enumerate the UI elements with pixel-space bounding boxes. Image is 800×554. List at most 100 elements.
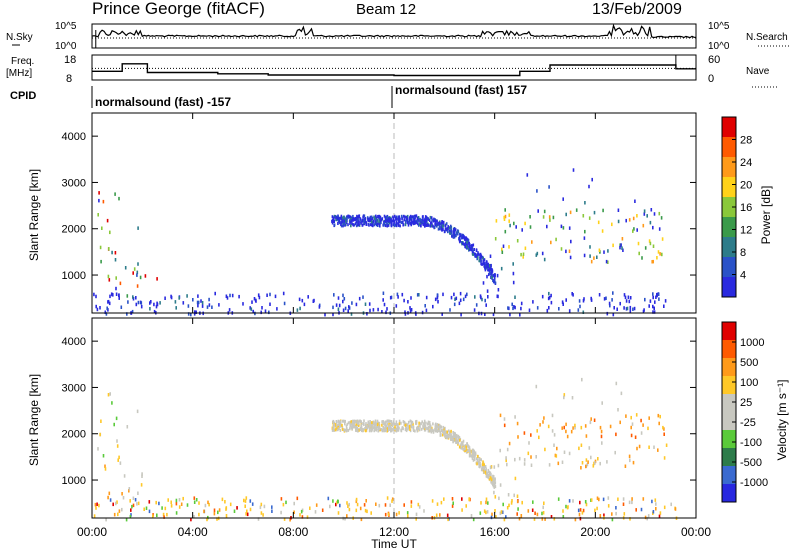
velocity-cell [630, 433, 633, 438]
velocity-cell [463, 444, 466, 448]
power-cell [375, 223, 378, 227]
power-cell [318, 305, 321, 309]
velocity-cell [508, 441, 511, 446]
power-cell [174, 300, 177, 304]
velocity-cell [186, 503, 189, 507]
power-cell [474, 295, 476, 299]
velocity-cell [359, 428, 362, 431]
velocity-cell [599, 461, 601, 466]
velocity-cell [384, 427, 386, 430]
power-cell [526, 173, 529, 177]
velocity-cell [301, 515, 304, 519]
velocity-cell [473, 452, 475, 456]
velocity-cell [416, 429, 419, 433]
velocity-cell [498, 496, 500, 501]
power-cell [465, 245, 467, 249]
velocity-cell [373, 429, 375, 433]
velocity-cell [337, 424, 339, 427]
power-cell [201, 304, 204, 308]
power-cell [549, 218, 551, 222]
power-cell [381, 310, 383, 314]
power-cell [266, 293, 268, 297]
velocity-cell [339, 503, 341, 508]
power-cell [611, 222, 613, 227]
velocity-cell [335, 425, 338, 429]
power-cell [429, 215, 432, 219]
velocity-cell [578, 446, 580, 451]
power-cell [379, 218, 382, 222]
power-cell [149, 301, 151, 305]
velocity-cell [344, 419, 346, 423]
velocity-cell [532, 500, 534, 504]
power-cell [95, 304, 97, 309]
velocity-cell [141, 474, 143, 478]
velocity-cell [527, 451, 530, 456]
velocity-cell [348, 502, 350, 507]
power-cell [522, 255, 524, 259]
power-cell [351, 222, 353, 226]
nsky-label: N.Sky [6, 32, 33, 43]
power-cell [395, 216, 397, 220]
velocity-cell [141, 472, 143, 476]
velocity-cell [601, 401, 603, 405]
velocity-cell [344, 428, 347, 432]
power-cell [406, 220, 409, 224]
power-cell [619, 301, 621, 306]
velocity-cell [382, 420, 384, 423]
velocity-cell [506, 506, 509, 510]
velocity-cell [346, 501, 348, 505]
velocity-cell [446, 435, 448, 439]
power-cell [342, 299, 344, 304]
velocity-cell [129, 499, 131, 503]
velocity-cell [543, 416, 545, 420]
velocity-cell [426, 422, 429, 426]
velocity-cell [464, 449, 467, 453]
power-cell [408, 221, 410, 225]
velocity-cell [341, 423, 343, 427]
velocity-cell [170, 500, 172, 504]
power-cell [135, 296, 137, 300]
velocity-cell [225, 514, 228, 518]
velocity-cell [659, 414, 661, 419]
velocity-cell [452, 501, 454, 505]
velocity-cell [381, 423, 383, 427]
power-cell [250, 307, 253, 311]
velocity-cell [386, 429, 388, 433]
x-tick-label: 12:00 [379, 525, 409, 539]
power-cell [335, 303, 338, 307]
power-cell [652, 225, 654, 230]
power-cell [486, 289, 489, 293]
velocity-cell [479, 458, 482, 462]
power-cell [578, 299, 581, 303]
power-cell [562, 302, 564, 306]
velocity-cell [438, 424, 441, 428]
power-cell [383, 220, 385, 224]
power-cell [447, 227, 449, 231]
power-cell [366, 216, 369, 220]
power-cell [458, 238, 461, 242]
power-cell [345, 216, 348, 220]
power-cell [453, 235, 455, 239]
velocity-cell [203, 509, 205, 514]
velocity-cell [408, 425, 411, 428]
power-cell [365, 222, 367, 226]
velocity-cell [492, 482, 495, 486]
velocity-cell [345, 429, 348, 433]
velocity-cell [574, 423, 576, 428]
power-cell [356, 214, 358, 218]
power-cell [489, 268, 492, 272]
velocity-cell [665, 443, 668, 447]
velocity-cell [600, 434, 603, 439]
power-cell [453, 302, 456, 307]
velocity-cell [393, 422, 396, 426]
power-cell [512, 280, 515, 285]
power-cell [612, 312, 615, 317]
power-cell [503, 215, 505, 220]
velocity-cell [384, 512, 387, 517]
velocity-cell [339, 424, 341, 428]
power-cell [520, 301, 523, 306]
power-cell [439, 226, 441, 230]
power-cell [572, 168, 575, 172]
velocity-cell [450, 437, 452, 441]
power-cell [427, 217, 429, 221]
